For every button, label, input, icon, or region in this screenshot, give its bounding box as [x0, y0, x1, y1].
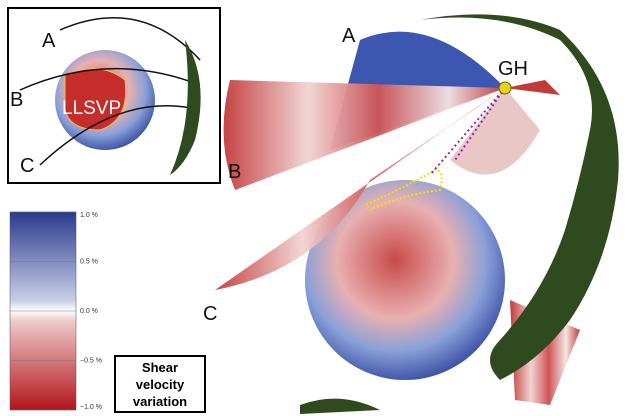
inset-label-a: A	[42, 30, 56, 52]
colorbar-tick-label: 0.0 %	[80, 308, 98, 315]
label-a: A	[342, 25, 356, 47]
inset-label-b: B	[10, 89, 23, 111]
label-c: C	[203, 303, 217, 325]
figure: A B C GH A B C LLSVP 1.0 % 0.5 % 0.0 % −0.5…	[0, 0, 630, 416]
continent-south	[300, 399, 380, 414]
hotspot-marker	[499, 82, 511, 94]
inset-label-c: C	[20, 155, 34, 177]
inset-region: LLSVP	[62, 98, 121, 119]
colorbar: 1.0 % 0.5 % 0.0 % −0.5 % −1.0 % Shear velocity…	[10, 212, 205, 412]
colorbar-tick-label: −0.5 %	[80, 357, 102, 364]
main-panel: A B C GH	[203, 14, 619, 414]
slice-b	[224, 80, 505, 190]
colorbar-tick-label: 1.0 %	[80, 212, 98, 219]
colorbar-title: variation	[133, 394, 187, 409]
colorbar-title: Shear	[142, 360, 178, 375]
colorbar-tick-label: −1.0 %	[80, 404, 102, 411]
slice-e	[505, 80, 560, 95]
colorbar-tick-label: 0.5 %	[80, 258, 98, 265]
label-gh: GH	[498, 58, 528, 80]
inset: A B C LLSVP	[8, 8, 220, 183]
colorbar-title: velocity	[136, 377, 185, 392]
label-b: B	[228, 161, 241, 183]
